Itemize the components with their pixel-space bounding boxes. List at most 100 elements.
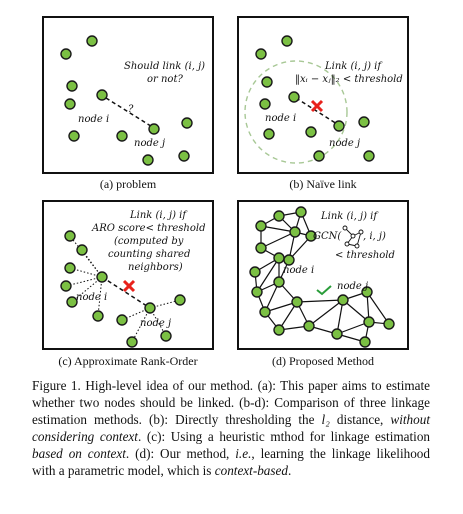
panel-d: Link (i, j) if GCN( , i, j) < threshold … (237, 200, 409, 350)
node (313, 150, 325, 162)
node (249, 266, 261, 278)
question-mark: ? (128, 104, 134, 115)
condition-line-5: neighbors) (128, 262, 183, 273)
node (273, 324, 285, 336)
node (295, 206, 307, 218)
node (64, 262, 76, 274)
reject-cross-icon (310, 99, 324, 113)
node (305, 126, 317, 138)
node (283, 254, 295, 266)
node (64, 230, 76, 242)
node (383, 318, 395, 330)
node (178, 150, 190, 162)
node (361, 286, 373, 298)
node (255, 48, 267, 60)
mini-graph-icon (342, 225, 364, 249)
node (281, 35, 293, 47)
node (259, 98, 271, 110)
node-j (148, 123, 160, 135)
candidate-link (295, 97, 338, 125)
node-i (96, 271, 108, 283)
node (181, 117, 193, 129)
node (64, 98, 76, 110)
node (142, 154, 154, 166)
node (358, 116, 370, 128)
node (261, 76, 273, 88)
caption-emphasis: based on context (32, 446, 126, 461)
panel-b: Link (i, j) if ‖xᵢ − xⱼ‖₂ < threshold no… (237, 16, 409, 174)
node-j (337, 294, 349, 306)
node (116, 130, 128, 142)
caption-emphasis: without considering context (32, 412, 430, 444)
node-i-label: node i (76, 292, 107, 303)
node (303, 320, 315, 332)
panel-b-caption: (b) Naïve link (289, 177, 357, 191)
caption-text: . (d): Our method, (125, 446, 236, 461)
node (251, 286, 263, 298)
panel-a-caption: (a) problem (99, 177, 157, 191)
node (116, 314, 128, 326)
caption-text: distance, (329, 412, 391, 427)
node-j-label: node j (329, 138, 360, 149)
node (86, 35, 98, 47)
panel-a-graph: Should link (i, j) or not? ? node i node… (60, 35, 205, 166)
node (68, 130, 80, 142)
node (255, 242, 267, 254)
node (66, 296, 78, 308)
candidate-link (101, 276, 151, 309)
condition-line-2: ARO score< threshold (91, 223, 206, 234)
node-j-label: node j (134, 138, 165, 149)
condition-line-2b: , i, j) (363, 231, 386, 242)
condition-line-3: (computed by (114, 236, 184, 247)
panel-b-graph: Link (i, j) if ‖xᵢ − xⱼ‖₂ < threshold no… (244, 35, 403, 164)
node (363, 150, 375, 162)
caption-emphasis: context-based (214, 463, 288, 478)
question-line-1: Should link (i, j) (124, 61, 205, 72)
node (60, 280, 72, 292)
node-i (273, 252, 285, 264)
node (160, 330, 172, 342)
node (76, 244, 88, 256)
condition-line-3: < threshold (335, 250, 395, 261)
candidate-link (105, 97, 155, 129)
node (291, 296, 303, 308)
condition-line-2: ‖xᵢ − xⱼ‖₂ < threshold (295, 74, 403, 85)
node (263, 128, 275, 140)
figure-label: Figure 1. (32, 378, 81, 393)
node (259, 306, 271, 318)
threshold-circle (244, 60, 348, 164)
node-i-label: node i (78, 114, 109, 125)
accept-check-icon (316, 285, 332, 296)
node-i-label: node i (283, 265, 314, 276)
condition-line-1: Link (i, j) if (324, 61, 383, 72)
panel-c-caption: (c) Approximate Rank-Order (58, 354, 198, 368)
node (273, 276, 285, 288)
node (255, 220, 267, 232)
node (331, 328, 343, 340)
node-j (144, 302, 156, 314)
node (273, 210, 285, 222)
caption-text: . (c): Using a heuristic mthod for linka… (137, 429, 431, 444)
node-j (333, 120, 345, 132)
node (363, 316, 375, 328)
panel-c: Link (i, j) if ARO score< threshold (com… (42, 200, 214, 350)
node (174, 294, 186, 306)
question-line-2: or not? (147, 74, 183, 85)
node (60, 48, 72, 60)
node-i (96, 89, 108, 101)
node-i-label: node i (265, 113, 296, 124)
node (305, 230, 317, 242)
reject-cross-icon (122, 279, 136, 293)
condition-line-1: Link (i, j) if (129, 210, 188, 221)
caption-text: . (287, 463, 292, 478)
node (92, 310, 104, 322)
panel-d-caption: (d) Proposed Method (272, 354, 374, 368)
condition-line-4: counting shared (108, 249, 190, 260)
panel-c-graph: Link (i, j) if ARO score< threshold (com… (60, 210, 206, 348)
node (126, 336, 138, 348)
condition-line-2a: GCN( (313, 231, 342, 242)
node-i (288, 91, 300, 103)
figure-caption: Figure 1. High-level idea of our method.… (32, 377, 430, 479)
node (289, 226, 301, 238)
condition-line-1: Link (i, j) if (320, 211, 379, 222)
